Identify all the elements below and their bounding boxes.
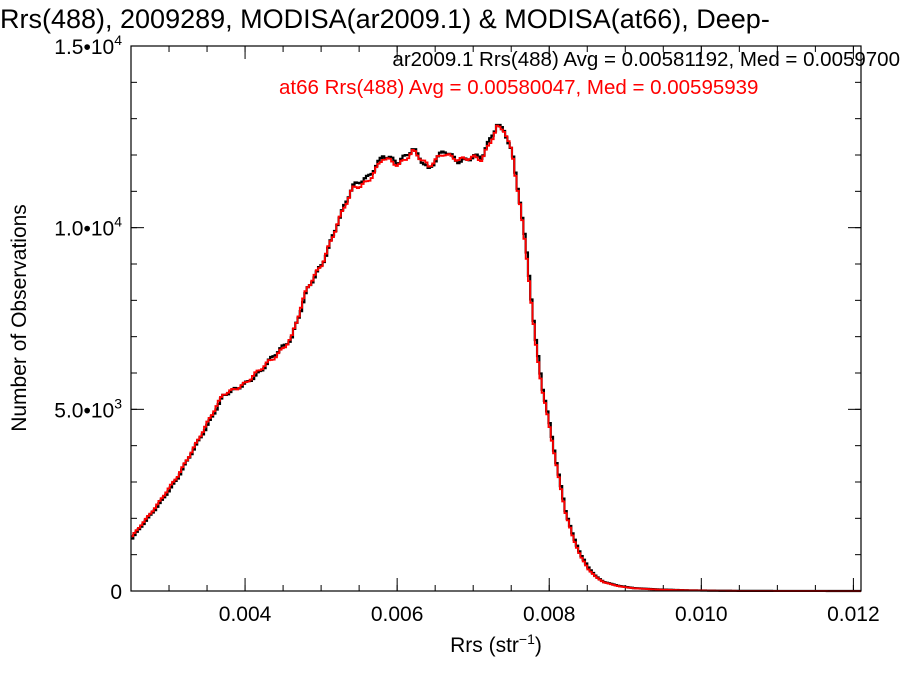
y-tick-label: 5.0•103 [54,395,122,422]
tick-labels: 0.004 0.006 0.008 0.010 0.012 0 5.0•103 1.0•104… [54,32,879,626]
x-axis-label: Rrs (str−1) [450,631,542,657]
y-tick-label: 1.5•104 [54,32,122,59]
series-at66-line [131,124,861,592]
chart-title: Rrs(488), 2009289, MODISA(ar2009.1) & MO… [0,4,770,34]
y-tick-label: 1.0•104 [54,214,122,241]
x-tick-label: 0.004 [219,603,272,626]
annotation-ar2009: ar2009.1 Rrs(488) Avg = 0.00581192, Med … [392,48,900,71]
annotation-at66: at66 Rrs(488) Avg = 0.00580047, Med = 0.… [279,76,759,99]
series-ar2009-line [131,123,861,593]
y-tick-label: 0 [110,581,122,604]
plot-frame [130,45,862,592]
x-tick-label: 0.006 [371,603,424,626]
x-tick-label: 0.010 [675,603,728,626]
x-tick-label: 0.012 [827,603,880,626]
series-layer [131,123,861,593]
y-axis-label: Number of Observations [8,204,31,432]
x-tick-label: 0.008 [523,603,576,626]
